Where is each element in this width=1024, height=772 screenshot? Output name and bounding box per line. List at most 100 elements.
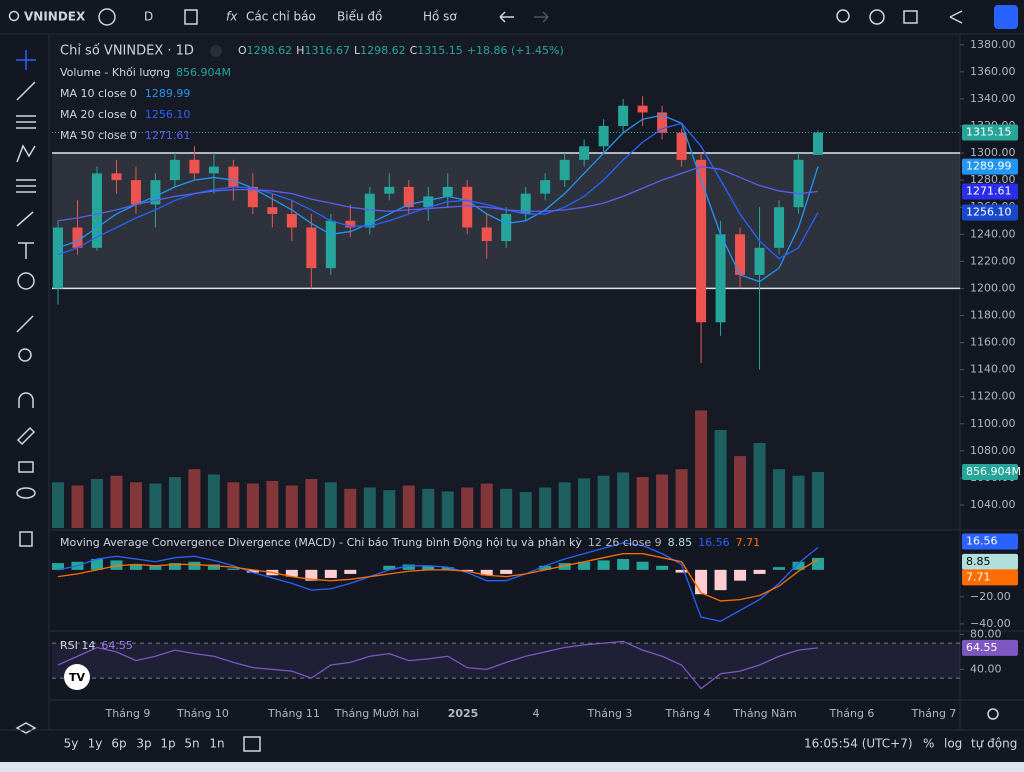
legend-part: MA 50 close 0 [60, 129, 137, 142]
bar-style-icon[interactable] [184, 9, 198, 25]
y-tick-label: 1180.00 [970, 308, 1016, 321]
volume-bar [480, 483, 493, 528]
candle-body [657, 112, 668, 133]
auto[interactable]: tự động [971, 737, 1017, 751]
redo[interactable] [534, 11, 549, 23]
macd-hist [675, 569, 688, 573]
toggle[interactable] [210, 45, 222, 57]
macd-hist [734, 569, 747, 581]
logo[interactable] [994, 5, 1018, 29]
quick-search[interactable] [836, 9, 850, 23]
emoji-tool[interactable] [17, 272, 35, 290]
profile[interactable]: Hồ sơ [423, 10, 457, 24]
log[interactable]: log [944, 737, 962, 751]
volume-bar [110, 475, 123, 528]
brush-tool[interactable] [16, 211, 34, 227]
zoom-tool[interactable] [18, 348, 32, 362]
range-button[interactable]: 1p [160, 737, 175, 751]
macd-hist [246, 569, 259, 573]
macd-hist [383, 565, 396, 570]
ma-legend: MA 50 close 0 1271.61 [60, 129, 190, 142]
volume-bar [636, 477, 649, 528]
volume-bar [383, 490, 396, 528]
legend-part: 1298.62 [247, 44, 293, 57]
macd-hist [441, 567, 454, 570]
range-button[interactable]: 5y [64, 737, 79, 751]
tv-logo[interactable] [64, 664, 90, 690]
trend-tool[interactable] [16, 81, 36, 101]
y-tick-label: 1380.00 [970, 38, 1016, 51]
macd-hist [227, 568, 240, 570]
volume-name: Volume - Khối lượng [60, 66, 170, 79]
macd-hist [695, 569, 708, 595]
y-tick-label: 1340.00 [970, 92, 1016, 105]
macd-hist [90, 559, 103, 570]
interval[interactable]: D [144, 10, 153, 24]
fullscreen[interactable] [903, 10, 918, 24]
candle-body [618, 105, 629, 126]
forecast-tool[interactable] [16, 179, 36, 193]
layers[interactable] [15, 722, 37, 734]
range-button[interactable]: 5n [184, 737, 199, 751]
magnet-tool[interactable] [18, 392, 34, 408]
candle-body [442, 186, 453, 197]
rsi-line [57, 640, 819, 690]
lock-draw-tool[interactable] [16, 426, 36, 446]
range-button[interactable]: 6p [111, 737, 126, 751]
legend-part: 7.71 [736, 536, 761, 549]
candle-body [481, 227, 492, 242]
crosshair-tool[interactable] [16, 50, 36, 70]
volume-bar [246, 483, 259, 528]
hide-tool[interactable] [16, 487, 36, 499]
candle-body [286, 213, 297, 228]
symbol[interactable]: VNINDEX [24, 10, 86, 24]
volume-bar [324, 482, 337, 528]
search-icon[interactable] [8, 10, 20, 22]
signal-line [57, 552, 819, 602]
legend-part: MA 20 close 0 [60, 108, 137, 121]
candle-body [520, 193, 531, 214]
add-symbol[interactable] [98, 8, 116, 26]
legend-part: 1315.15 [417, 44, 463, 57]
candle-body [813, 132, 823, 155]
macd-hist [539, 565, 552, 570]
y-tick-label: 1120.00 [970, 390, 1016, 403]
y-tick-label: −40.00 [970, 617, 1011, 630]
pattern-tool[interactable] [16, 144, 36, 163]
macd-hist [753, 569, 766, 574]
settings[interactable] [869, 9, 885, 25]
candle-body [579, 146, 590, 160]
y-tick-label: 1100.00 [970, 417, 1016, 430]
volume-legend: Volume - Khối lượng 856.904M [60, 66, 231, 79]
fib-tool[interactable] [16, 115, 36, 129]
macd-hist [129, 564, 142, 570]
volume-bar [519, 492, 532, 528]
volume-bar [285, 485, 298, 528]
text-tool[interactable] [18, 242, 34, 259]
y-tick-label: 1080.00 [970, 444, 1016, 457]
percent[interactable]: % [923, 737, 934, 751]
share[interactable] [949, 10, 963, 24]
ruler-tool[interactable] [16, 315, 34, 333]
macd-hist [773, 567, 786, 570]
price-tag-label: 64.55 [966, 641, 998, 654]
date-range[interactable] [243, 736, 261, 752]
indicators[interactable]: Các chỉ báo [246, 10, 316, 24]
range-button[interactable]: 1y [88, 737, 103, 751]
y-tick-label: 80.00 [970, 627, 1002, 640]
volume-bar [773, 469, 786, 528]
undo[interactable] [499, 11, 514, 23]
price-tag [962, 639, 1018, 656]
range-button[interactable]: 1n [209, 737, 224, 751]
volume-bar [149, 483, 162, 528]
delete-tool[interactable] [19, 531, 33, 547]
macd-hist [461, 569, 474, 572]
axis-settings[interactable] [987, 708, 999, 720]
fx-icon[interactable]: fx [226, 10, 238, 24]
price-tag-label: 1256.10 [966, 205, 1012, 218]
chart-type[interactable]: Biểu đồ [337, 10, 382, 24]
volume-bar [168, 477, 181, 528]
lock-tool[interactable] [18, 461, 34, 473]
candle-body [423, 196, 434, 208]
range-button[interactable]: 3p [136, 737, 151, 751]
